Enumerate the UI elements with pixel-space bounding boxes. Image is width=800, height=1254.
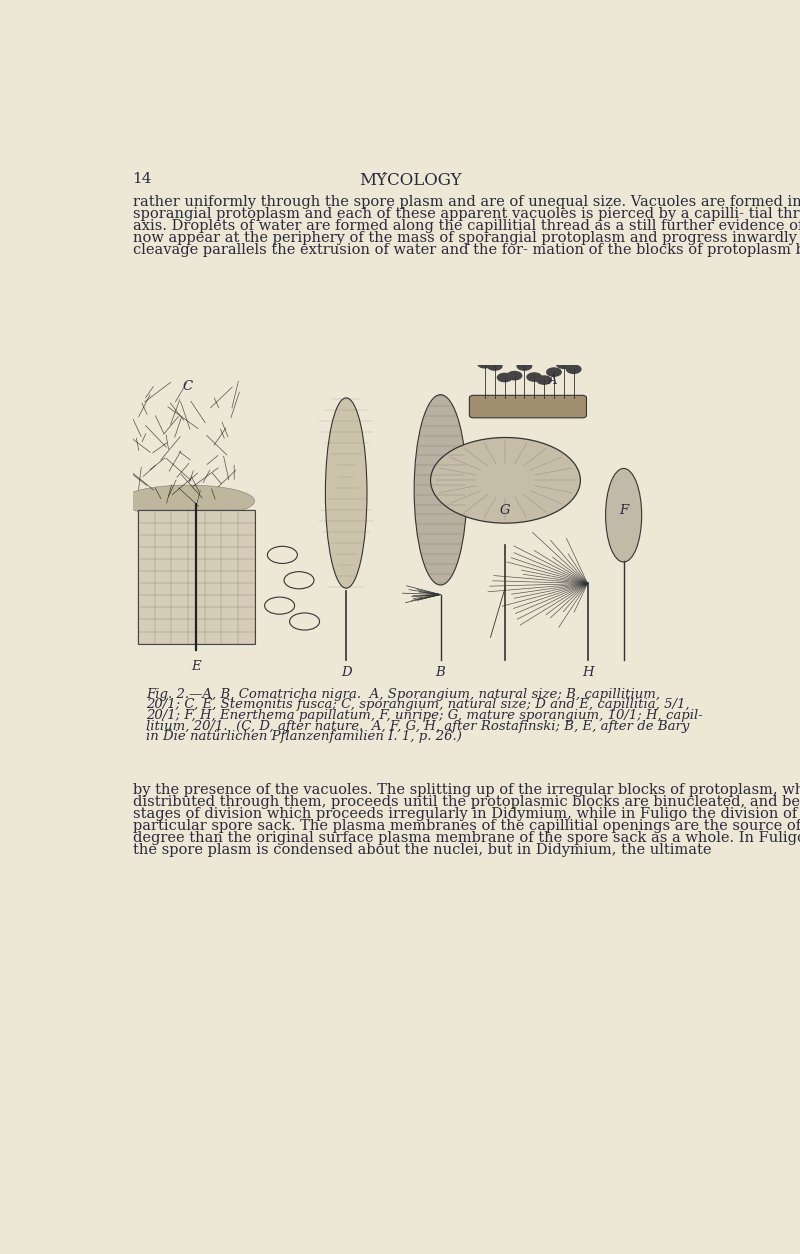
Text: 20/1; F, H, Enerthema papillatum, F, unripe; G, mature sporangium, 10/1; H, capi: 20/1; F, H, Enerthema papillatum, F, unr… bbox=[146, 709, 703, 722]
Text: 14: 14 bbox=[133, 172, 152, 186]
Text: cleavage parallels the extrusion of water and the for- mation of the blocks of p: cleavage parallels the extrusion of wate… bbox=[133, 243, 800, 257]
Text: sporangial protoplasm and each of these apparent vacuoles is pierced by a capill: sporangial protoplasm and each of these … bbox=[133, 207, 800, 221]
Text: Fig. 2.—A, B, Comatricha nigra.  A, Sporangium, natural size; B, capillitium,: Fig. 2.—A, B, Comatricha nigra. A, Spora… bbox=[146, 688, 661, 701]
Text: litium, 20/1.  (C, D, after nature.  A, F, G, H, after Rostafinski; B, E, after : litium, 20/1. (C, D, after nature. A, F,… bbox=[146, 720, 690, 732]
Text: now appear at the periphery of the mass of sporangial protoplasm and progress in: now appear at the periphery of the mass … bbox=[133, 231, 800, 245]
Text: distributed through them, proceeds until the protoplasmic blocks are binucleated: distributed through them, proceeds until… bbox=[133, 795, 800, 809]
Text: in Die natürlichen Pflanzenfamilien I. 1, p. 26.): in Die natürlichen Pflanzenfamilien I. 1… bbox=[146, 730, 462, 744]
Text: MÝCOLOGY: MÝCOLOGY bbox=[358, 172, 462, 189]
Text: by the presence of the vacuoles. The splitting up of the irregular blocks of pro: by the presence of the vacuoles. The spl… bbox=[133, 784, 800, 798]
Text: 20/1; C, E, Stemonitis fusca; C, sporangium, natural size; D and E, capillitia, : 20/1; C, E, Stemonitis fusca; C, sporang… bbox=[146, 698, 690, 711]
Text: axis. Droplets of water are formed along the capillitial thread as a still furth: axis. Droplets of water are formed along… bbox=[133, 219, 800, 233]
Text: the spore plasm is condensed about the nuclei, but in Didymium, the ultimate: the spore plasm is condensed about the n… bbox=[133, 843, 711, 858]
Text: rather uniformly through the spore plasm and are of unequal size. Vacuoles are f: rather uniformly through the spore plasm… bbox=[133, 196, 800, 209]
Text: degree than the original surface plasma membrane of the spore sack as a whole. I: degree than the original surface plasma … bbox=[133, 831, 800, 845]
Text: stages of division which proceeds irregularly in Didymium, while in Fuligo the d: stages of division which proceeds irregu… bbox=[133, 808, 800, 821]
Text: particular spore sack. The plasma membranes of the capillitial openings are the : particular spore sack. The plasma membra… bbox=[133, 819, 800, 834]
